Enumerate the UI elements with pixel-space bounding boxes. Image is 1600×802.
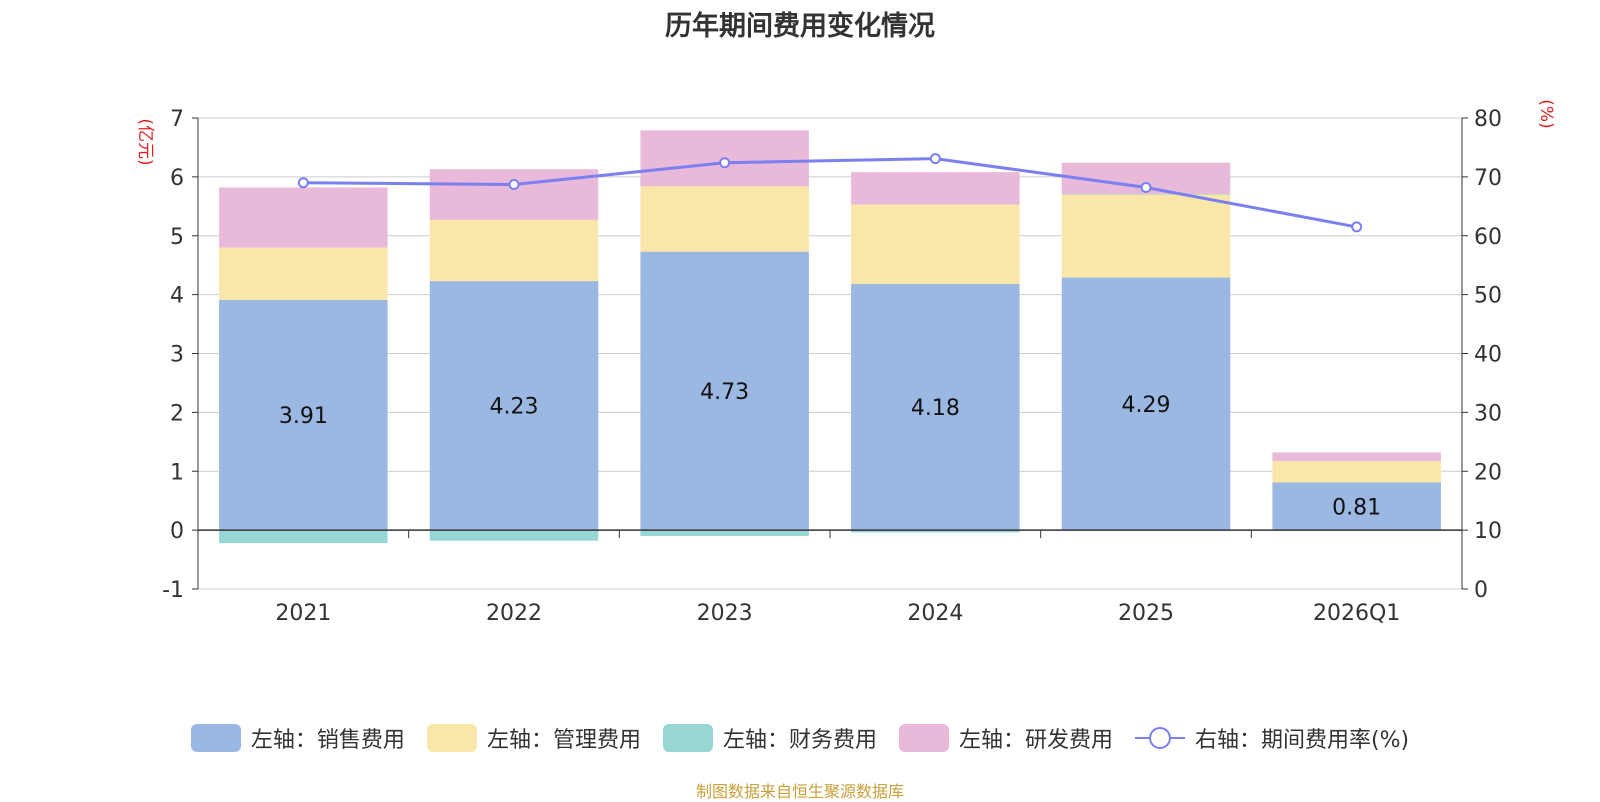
- bar-segment-销售费用: [1061, 277, 1231, 531]
- right-axis-tick-label: 40: [1474, 343, 1502, 368]
- left-axis-tick-label: -1: [162, 578, 184, 603]
- bar-segment-销售费用: [851, 284, 1020, 531]
- right-axis-tick-label: 60: [1474, 225, 1502, 250]
- bar-segment-管理费用: [640, 186, 809, 252]
- bar-segment-管理费用: [219, 247, 388, 300]
- right-axis-tick-label: 50: [1474, 284, 1502, 309]
- left-axis-tick-label: 3: [170, 343, 184, 368]
- data-label: 4.29: [1122, 393, 1171, 418]
- bar-segment-研发费用: [1272, 452, 1441, 462]
- bar-segment-财务费用: [219, 530, 388, 544]
- left-axis-tick-label: 2: [170, 401, 184, 426]
- bar-segment-财务费用: [1061, 193, 1231, 195]
- bar-segment-管理费用: [1061, 194, 1231, 278]
- legend-label-admin: 左轴：管理费用: [486, 728, 641, 753]
- expense-rate-point: [929, 153, 941, 165]
- legend-swatch-sales: [190, 724, 241, 752]
- bar-segment-研发费用: [429, 169, 599, 220]
- x-axis-tick-label: 2025: [1118, 601, 1174, 626]
- right-axis-tick-label: 10: [1474, 519, 1502, 544]
- expense-rate-point: [719, 157, 731, 169]
- x-axis-tick-label: 2023: [697, 601, 753, 626]
- data-label: 0.81: [1332, 495, 1381, 520]
- right-axis-tick-label: 70: [1474, 166, 1502, 191]
- bar-segment-财务费用: [851, 530, 1020, 533]
- legend: 左轴：销售费用 左轴：管理费用 左轴：财务费用 左轴：研发费用 右轴：期间费用率…: [0, 718, 1600, 758]
- left-axis-tick-label: 4: [170, 284, 184, 309]
- bar-segment-管理费用: [429, 219, 599, 282]
- bar-segment-财务费用: [429, 530, 599, 541]
- data-label: 4.18: [911, 396, 960, 421]
- bar-segment-销售费用: [429, 281, 599, 531]
- bar-segment-管理费用: [851, 204, 1020, 285]
- expense-rate-point: [297, 177, 309, 189]
- bar-segment-财务费用: [640, 530, 809, 537]
- left-axis-tick-label: 0: [170, 519, 184, 544]
- bar-segment-销售费用: [1272, 482, 1441, 531]
- legend-item-admin[interactable]: 左轴：管理费用: [426, 722, 641, 754]
- right-axis-unit-label: (%): [1536, 99, 1556, 128]
- legend-line-marker-icon: [1134, 727, 1185, 749]
- data-label: 4.23: [490, 395, 539, 420]
- data-source-note: 制图数据来自恒生聚源数据库: [695, 782, 904, 801]
- left-axis-tick-label: 7: [170, 107, 184, 132]
- bar-segment-销售费用: [640, 251, 809, 531]
- chart-title: 历年期间费用变化情况: [665, 11, 935, 42]
- bar-segment-研发费用: [851, 172, 1020, 205]
- legend-item-sales[interactable]: 左轴：销售费用: [190, 722, 405, 754]
- x-axis-tick-label: 2021: [275, 601, 331, 626]
- right-axis-tick-label: 30: [1474, 401, 1502, 426]
- left-axis-tick-label: 1: [170, 460, 184, 485]
- legend-item-finance[interactable]: 左轴：财务费用: [662, 722, 877, 754]
- x-axis-tick-label: 2026Q1: [1313, 601, 1400, 626]
- right-axis-tick-label: 0: [1474, 578, 1488, 603]
- right-axis-tick-label: 20: [1474, 460, 1502, 485]
- x-axis-tick-label: 2024: [907, 601, 963, 626]
- right-axis-tick-label: 80: [1474, 107, 1502, 132]
- legend-label-sales: 左轴：销售费用: [250, 728, 405, 753]
- legend-label-rnd: 左轴：研发费用: [958, 728, 1113, 753]
- legend-item-expense-rate[interactable]: 右轴：期间费用率(%): [1134, 722, 1410, 754]
- left-axis-tick-label: 6: [170, 166, 184, 191]
- legend-label-expense-rate: 右轴：期间费用率(%): [1194, 728, 1410, 753]
- bar-segment-研发费用: [219, 187, 388, 248]
- legend-item-rnd[interactable]: 左轴：研发费用: [898, 722, 1113, 754]
- expense-rate-point: [1140, 181, 1152, 193]
- left-axis-tick-label: 5: [170, 225, 184, 250]
- expense-rate-point: [508, 179, 520, 191]
- legend-swatch-finance: [662, 724, 713, 752]
- expense-rate-line: [303, 157, 1357, 229]
- bar-segment-销售费用: [219, 299, 388, 531]
- data-label: 4.73: [700, 380, 749, 405]
- data-label: 3.91: [279, 404, 328, 429]
- x-axis-tick-label: 2022: [486, 601, 542, 626]
- expense-rate-point: [1351, 221, 1363, 233]
- bar-segment-管理费用: [1272, 461, 1441, 483]
- legend-swatch-rnd: [898, 724, 949, 752]
- left-axis-unit-label: (亿元): [135, 118, 155, 165]
- legend-swatch-admin: [426, 724, 477, 752]
- legend-label-finance: 左轴：财务费用: [722, 728, 877, 753]
